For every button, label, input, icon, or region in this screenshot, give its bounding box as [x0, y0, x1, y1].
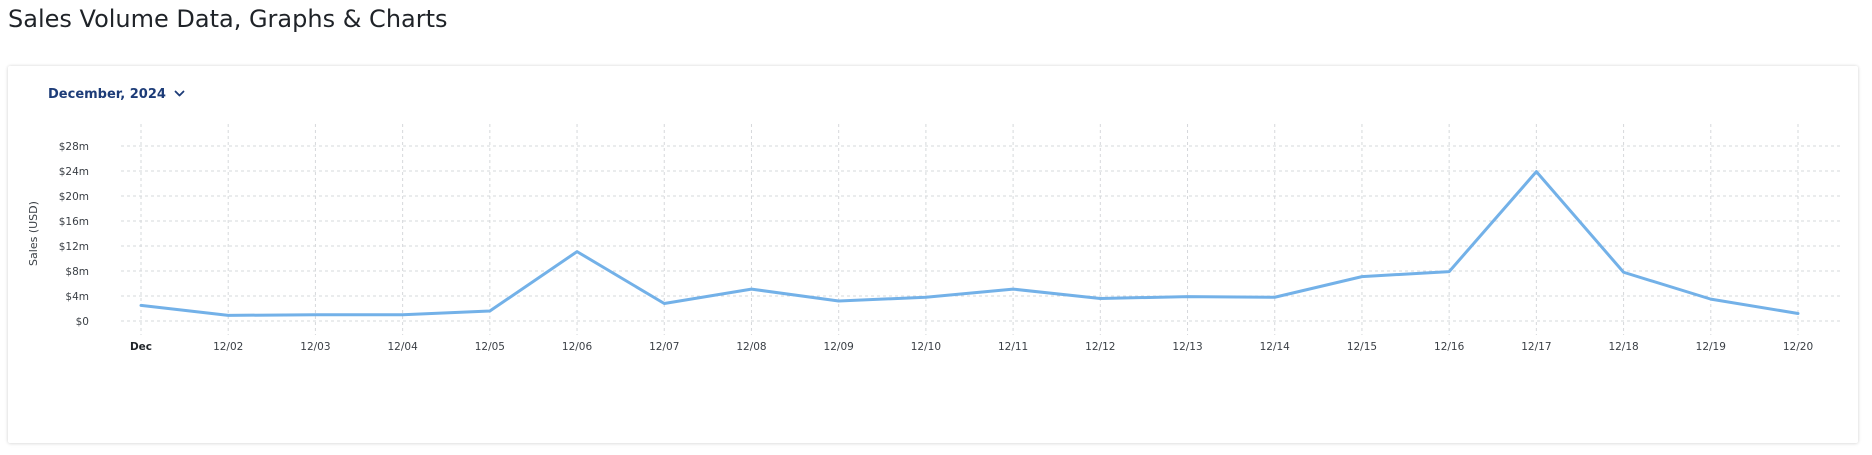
y-tick-label: $24m — [59, 166, 89, 178]
y-tick-label: $28m — [59, 141, 89, 153]
x-tick-label: 12/12 — [1085, 341, 1115, 353]
data-point[interactable] — [657, 297, 671, 311]
data-point[interactable] — [1529, 165, 1543, 179]
y-tick-label: $20m — [59, 191, 89, 203]
y-tick-label: $0 — [76, 316, 89, 328]
data-point[interactable] — [1268, 290, 1282, 304]
x-tick-label: 12/11 — [998, 341, 1028, 353]
chart-grid — [121, 124, 1840, 335]
x-tick-label: 12/20 — [1783, 341, 1813, 353]
x-tick-label: 12/02 — [213, 341, 243, 353]
x-tick-label: 12/05 — [475, 341, 505, 353]
x-tick-label: 12/03 — [300, 341, 330, 353]
x-tick-label: 12/16 — [1434, 341, 1465, 353]
x-tick-label: 12/19 — [1696, 341, 1726, 353]
y-tick-label: $4m — [65, 291, 89, 303]
data-point[interactable] — [1617, 265, 1631, 279]
x-axis-ticks: Dec 12/02 12/03 12/04 12/05 12/06 12/07 12/08 12… — [130, 341, 1813, 353]
x-tick-label: 12/08 — [736, 341, 766, 353]
data-point[interactable] — [396, 308, 410, 322]
period-dropdown-label: December, 2024 — [48, 86, 166, 102]
data-point[interactable] — [1093, 292, 1107, 306]
data-point[interactable] — [1791, 307, 1805, 321]
data-point[interactable] — [134, 298, 148, 312]
x-tick-label: 12/09 — [824, 341, 854, 353]
data-point[interactable] — [1442, 265, 1456, 279]
x-tick-label: 12/04 — [387, 341, 418, 353]
data-point[interactable] — [832, 294, 846, 308]
data-point[interactable] — [1006, 282, 1020, 296]
data-point[interactable] — [221, 308, 235, 322]
sales-line-chart: $0 $4m $8m $12m $16m $20m $24m $28m Dec 12/02 12/… — [27, 124, 1840, 353]
x-tick-label: 12/14 — [1260, 341, 1291, 353]
x-tick-label: 12/13 — [1172, 341, 1202, 353]
y-tick-label: $8m — [65, 266, 89, 278]
data-point[interactable] — [308, 308, 322, 322]
data-point[interactable] — [1181, 290, 1195, 304]
x-tick-label: Dec — [130, 341, 152, 353]
y-axis-label: Sales (USD) — [27, 201, 40, 266]
y-tick-label: $12m — [59, 241, 89, 253]
x-tick-label: 12/17 — [1521, 341, 1551, 353]
data-point[interactable] — [483, 304, 497, 318]
data-point[interactable] — [1355, 270, 1369, 284]
data-point[interactable] — [570, 245, 584, 259]
x-tick-label: 12/07 — [649, 341, 679, 353]
x-tick-label: 12/18 — [1608, 341, 1638, 353]
chevron-down-icon — [174, 90, 185, 98]
series-line — [139, 170, 1800, 317]
chart-card: December, 2024 $0 $4m $8m $12m $16m $20m $24m $… — [8, 66, 1858, 443]
data-point[interactable] — [1704, 292, 1718, 306]
y-axis-ticks: $0 $4m $8m $12m $16m $20m $24m $28m — [59, 141, 89, 328]
x-tick-label: 12/06 — [562, 341, 593, 353]
y-tick-label: $16m — [59, 216, 89, 228]
x-tick-label: 12/15 — [1347, 341, 1377, 353]
data-point[interactable] — [919, 290, 933, 304]
chart-series — [134, 165, 1805, 322]
period-dropdown[interactable]: December, 2024 — [46, 82, 189, 106]
x-tick-label: 12/10 — [911, 341, 941, 353]
data-point[interactable] — [744, 282, 758, 296]
page-title: Sales Volume Data, Graphs & Charts — [8, 5, 448, 33]
